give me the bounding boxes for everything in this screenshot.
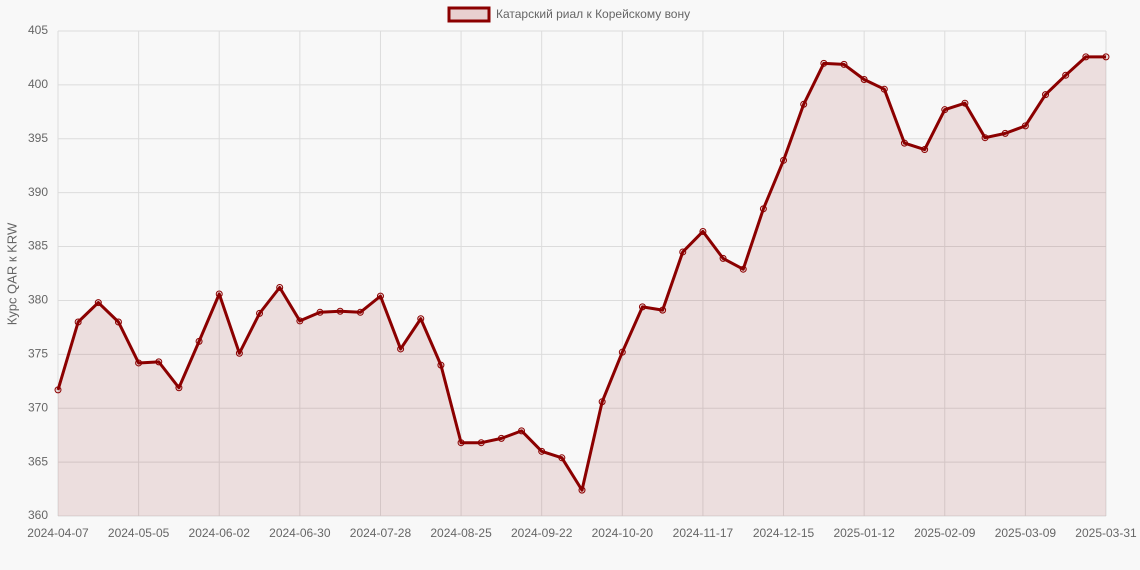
point [981,134,989,142]
point [316,308,324,316]
x-tick-label: 2024-07-28 [350,526,412,540]
point [155,358,163,366]
point [921,146,929,154]
point [961,99,969,107]
point [497,434,505,442]
point [518,427,526,435]
point [840,60,848,68]
x-tick-label: 2025-03-09 [995,526,1057,540]
point [880,85,888,93]
x-tick-label: 2024-06-30 [269,526,331,540]
point [336,307,344,315]
point [296,317,304,325]
point [780,156,788,164]
x-tick-label: 2024-09-22 [511,526,573,540]
y-tick-label: 365 [28,454,48,468]
x-tick-label: 2024-05-05 [108,526,170,540]
x-tick-label: 2024-11-17 [673,526,734,540]
point [719,254,727,262]
point [1082,53,1090,61]
x-tick-label: 2024-06-02 [189,526,251,540]
point [739,265,747,273]
x-tick-label: 2025-03-31 [1075,526,1137,540]
y-tick-label: 375 [28,347,48,361]
point [54,386,62,394]
x-tick-label: 2024-12-15 [753,526,815,540]
point [578,486,586,494]
y-tick-label: 370 [28,400,48,414]
point [195,337,203,345]
y-axis-title: Курс QAR к KRW [4,222,19,325]
y-tick-label: 405 [28,23,48,37]
point [1001,129,1009,137]
point [376,292,384,300]
point [417,315,425,323]
y-tick-label: 385 [28,239,48,253]
point [759,205,767,213]
point [256,309,264,317]
point [598,398,606,406]
y-tick-label: 390 [28,185,48,199]
point [800,100,808,108]
grid [57,30,1107,517]
legend-label[interactable]: Катарский риал к Корейскому вону [496,7,690,21]
point [820,59,828,67]
y-tick-label: 360 [28,508,48,522]
point [276,284,284,292]
y-tick-label: 395 [28,131,48,145]
point [397,345,405,353]
y-tick-label: 380 [28,293,48,307]
point [558,454,566,462]
point [941,106,949,114]
point [699,227,707,235]
y-tick-label: 400 [28,77,48,91]
point [679,248,687,256]
point [538,447,546,455]
point [135,359,143,367]
x-tick-label: 2024-08-25 [430,526,492,540]
point [175,384,183,392]
point [94,299,102,307]
x-tick-label: 2025-02-09 [914,526,976,540]
x-tick-label: 2025-01-12 [833,526,895,540]
x-tick-label: 2024-04-07 [27,526,89,540]
point [1062,71,1070,79]
point [477,439,485,447]
point [659,306,667,314]
line [56,55,1106,492]
point [860,76,868,83]
point [1042,91,1050,99]
area [58,56,1106,516]
point [114,318,122,326]
point [235,349,243,357]
point [457,439,465,447]
point [215,290,223,298]
point [1021,122,1029,130]
point [74,318,82,326]
point [1102,53,1110,61]
point [900,139,908,147]
point [618,348,626,356]
point [437,361,445,369]
point [356,308,364,316]
point [638,303,646,311]
legend-swatch[interactable] [447,6,491,23]
x-tick-label: 2024-10-20 [592,526,654,540]
